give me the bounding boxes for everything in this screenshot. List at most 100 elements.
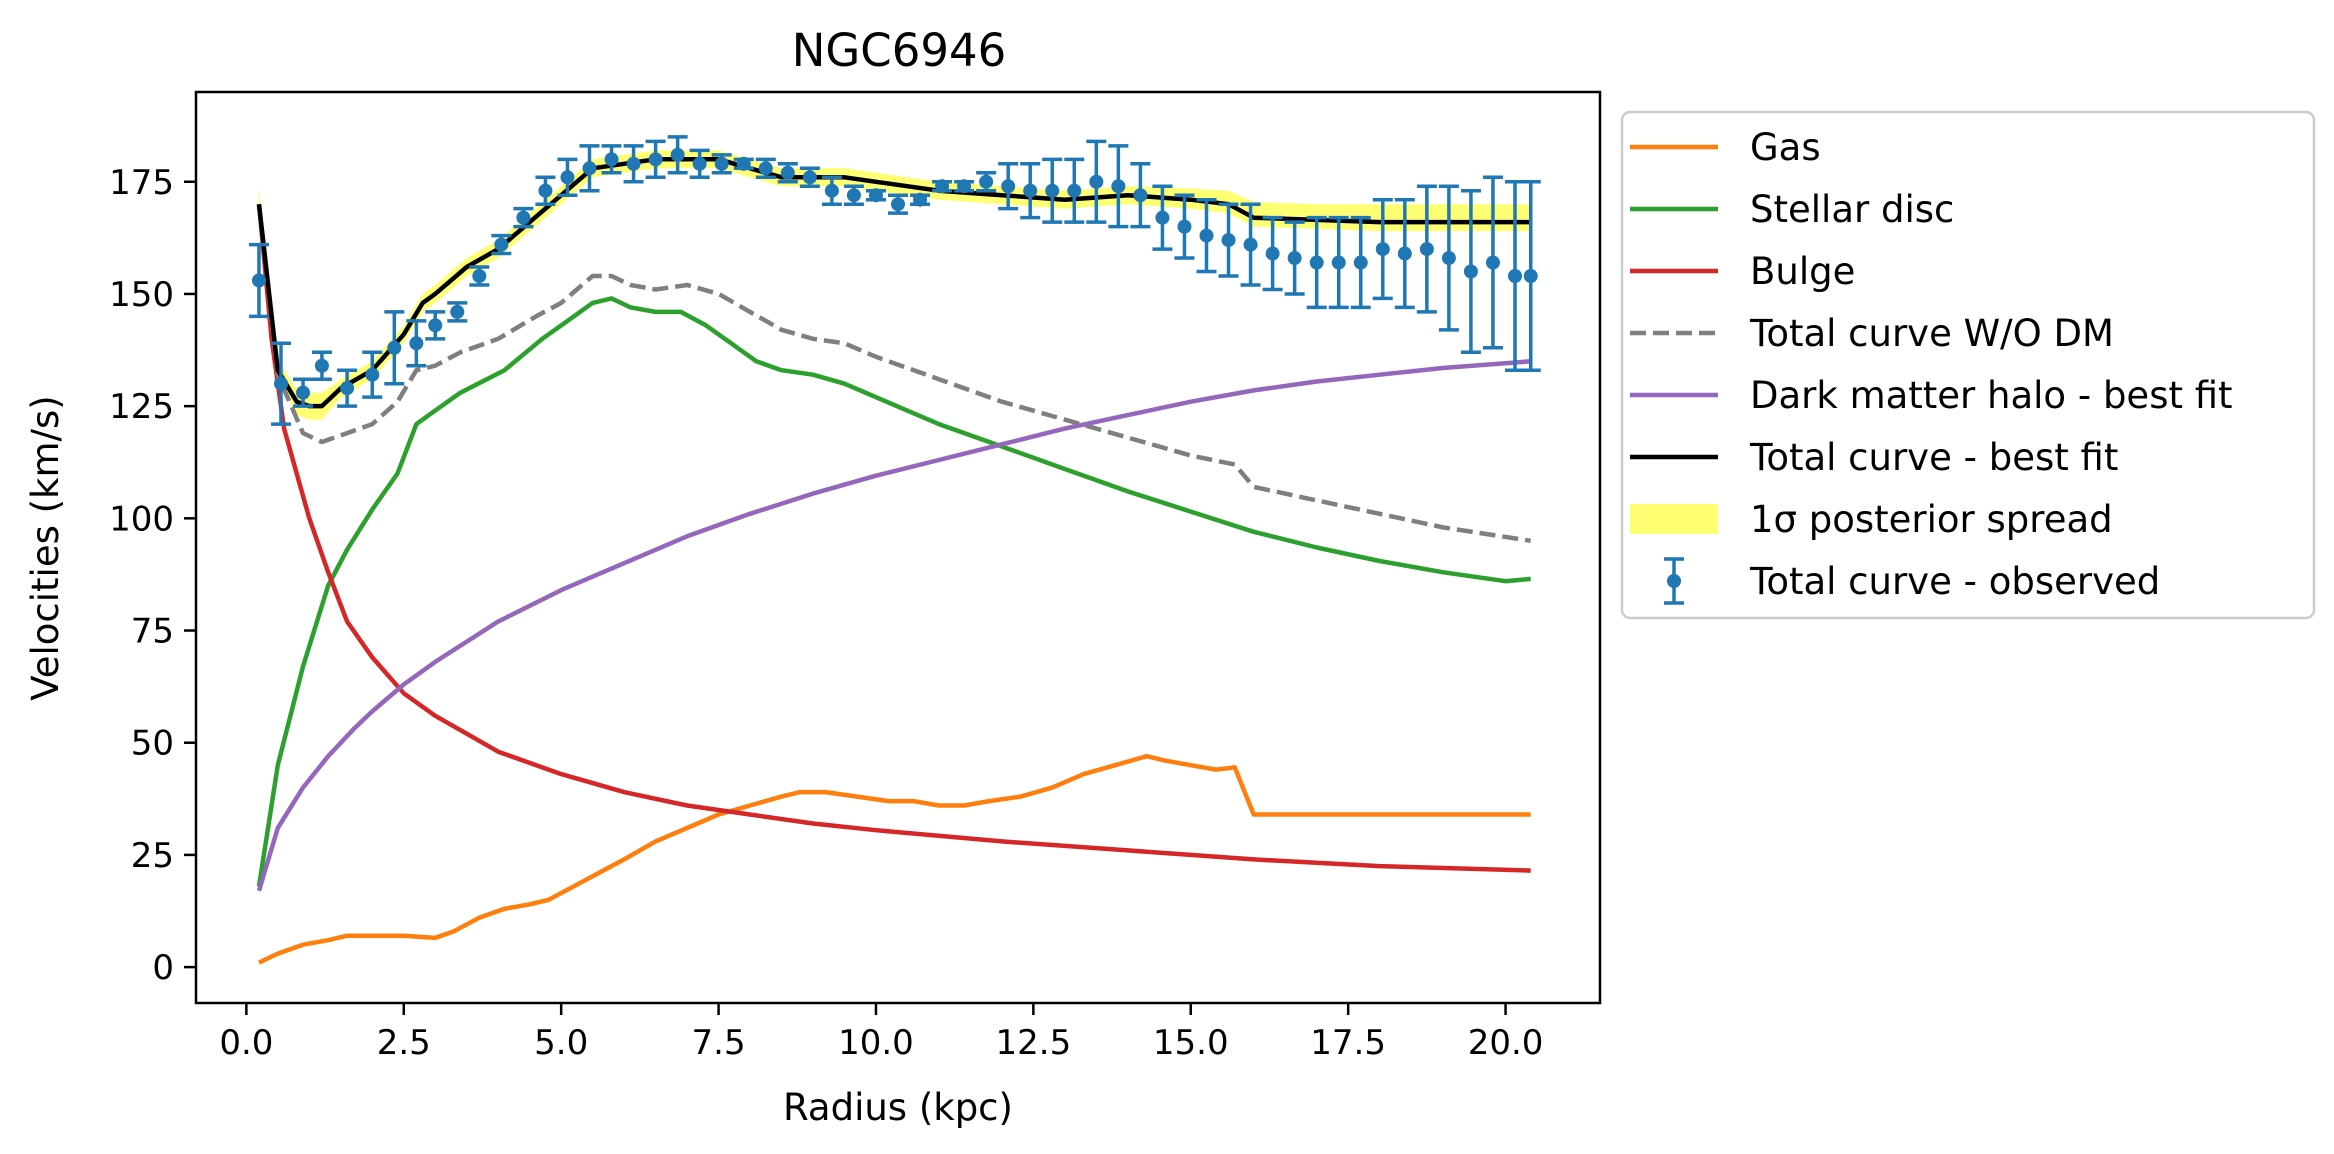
- observed-marker: [957, 179, 972, 194]
- y-tick-label: 175: [109, 163, 174, 203]
- observed-point: [1042, 157, 1063, 224]
- series-line-stellar-disc: [256, 296, 1531, 887]
- observed-marker: [935, 179, 950, 194]
- observed-point: [535, 175, 556, 206]
- observed-marker: [314, 358, 329, 373]
- observed-point: [1284, 220, 1305, 296]
- legend-label: Stellar disc: [1750, 188, 1954, 231]
- observed-marker: [846, 188, 861, 203]
- observed-marker: [758, 161, 773, 176]
- observed-point: [645, 139, 666, 180]
- observed-marker: [604, 152, 619, 167]
- observed-marker: [1067, 183, 1082, 198]
- observed-point: [910, 192, 931, 207]
- observed-point: [248, 242, 269, 319]
- observed-marker: [824, 183, 839, 198]
- observed-marker: [868, 188, 883, 203]
- observed-marker: [1089, 174, 1104, 189]
- y-tick-label: 100: [109, 499, 174, 539]
- x-tick-label: 10.0: [838, 1023, 914, 1063]
- observed-marker: [780, 165, 795, 180]
- observed-point: [1416, 184, 1437, 314]
- observed-point: [362, 350, 383, 399]
- observed-marker: [1023, 183, 1038, 198]
- legend-item-1-posterior-spread: 1σ posterior spread: [1630, 498, 2113, 541]
- observed-marker: [1463, 264, 1478, 279]
- observed-point: [1350, 215, 1371, 310]
- observed-point: [1020, 162, 1041, 220]
- observed-marker: [1353, 255, 1368, 270]
- observed-marker: [626, 156, 641, 171]
- observed-point: [384, 310, 405, 386]
- y-tick-label: 0: [152, 948, 174, 988]
- observed-point: [293, 377, 314, 408]
- observed-marker: [1177, 219, 1192, 234]
- observed-marker: [1265, 246, 1280, 261]
- observed-marker: [1155, 210, 1170, 225]
- observed-point: [1306, 215, 1327, 310]
- observed-marker: [1133, 188, 1148, 203]
- observed-point: [513, 206, 534, 229]
- observed-point: [1174, 193, 1195, 260]
- observed-point: [491, 233, 512, 256]
- observed-marker: [296, 385, 311, 400]
- observed-point: [425, 310, 446, 341]
- observed-marker: [1419, 242, 1434, 257]
- observed-point: [601, 144, 622, 175]
- observed-point: [1218, 202, 1239, 278]
- observed-marker: [1523, 268, 1538, 283]
- observed-point: [733, 156, 754, 171]
- observed-marker: [1243, 237, 1258, 252]
- x-tick-label: 17.5: [1310, 1023, 1386, 1063]
- observed-point: [337, 368, 358, 408]
- x-axis-label: Radius (kpc): [783, 1086, 1013, 1129]
- observed-marker: [538, 183, 553, 198]
- legend-label: Gas: [1750, 126, 1821, 169]
- observed-marker: [913, 192, 928, 207]
- observed-marker: [1199, 228, 1214, 243]
- observed-marker: [1045, 183, 1060, 198]
- observed-point: [1152, 184, 1173, 251]
- observed-point: [1328, 215, 1349, 310]
- chart-title: NGC6946: [792, 24, 1006, 77]
- observed-marker: [450, 304, 465, 319]
- observed-marker: [670, 147, 685, 162]
- legend-item-bulge: Bulge: [1630, 250, 1855, 293]
- observed-point: [1262, 215, 1283, 292]
- observed-point: [406, 319, 427, 368]
- series-line-dark-matter-halo-best-fit: [256, 359, 1531, 892]
- observed-marker: [802, 170, 817, 185]
- observed-point: [1438, 184, 1459, 332]
- observed-marker: [1001, 179, 1016, 194]
- legend-item-total-curve-observed: Total curve - observed: [1664, 557, 2160, 605]
- observed-point: [1394, 197, 1415, 310]
- legend-label: Dark matter halo - best fit: [1750, 374, 2233, 417]
- x-tick-label: 2.5: [377, 1023, 431, 1063]
- observed-point: [1482, 175, 1503, 350]
- y-tick-label: 150: [109, 275, 174, 315]
- observed-marker: [1485, 255, 1500, 270]
- legend-item-stellar-disc: Stellar disc: [1630, 188, 1954, 231]
- observed-marker: [516, 210, 531, 225]
- observed-marker: [428, 318, 443, 333]
- observed-point: [1460, 188, 1481, 355]
- observed-point: [1240, 202, 1261, 287]
- legend-label: 1σ posterior spread: [1750, 498, 2113, 541]
- observed-marker: [648, 152, 663, 167]
- observed-point: [1130, 162, 1151, 229]
- x-tick-label: 7.5: [692, 1023, 746, 1063]
- legend-marker: [1667, 574, 1681, 588]
- y-tick-label: 125: [109, 387, 174, 427]
- y-axis-label: Velocities (km/s): [24, 395, 67, 700]
- observed-point: [711, 153, 732, 175]
- observed-marker: [1441, 251, 1456, 266]
- observed-point: [447, 301, 468, 323]
- observed-marker: [472, 268, 487, 283]
- observed-point: [843, 184, 864, 206]
- observed-marker: [1375, 242, 1390, 257]
- observed-point: [799, 166, 820, 188]
- observed-marker: [251, 273, 266, 288]
- observed-marker: [582, 161, 597, 176]
- observed-marker: [1287, 251, 1302, 266]
